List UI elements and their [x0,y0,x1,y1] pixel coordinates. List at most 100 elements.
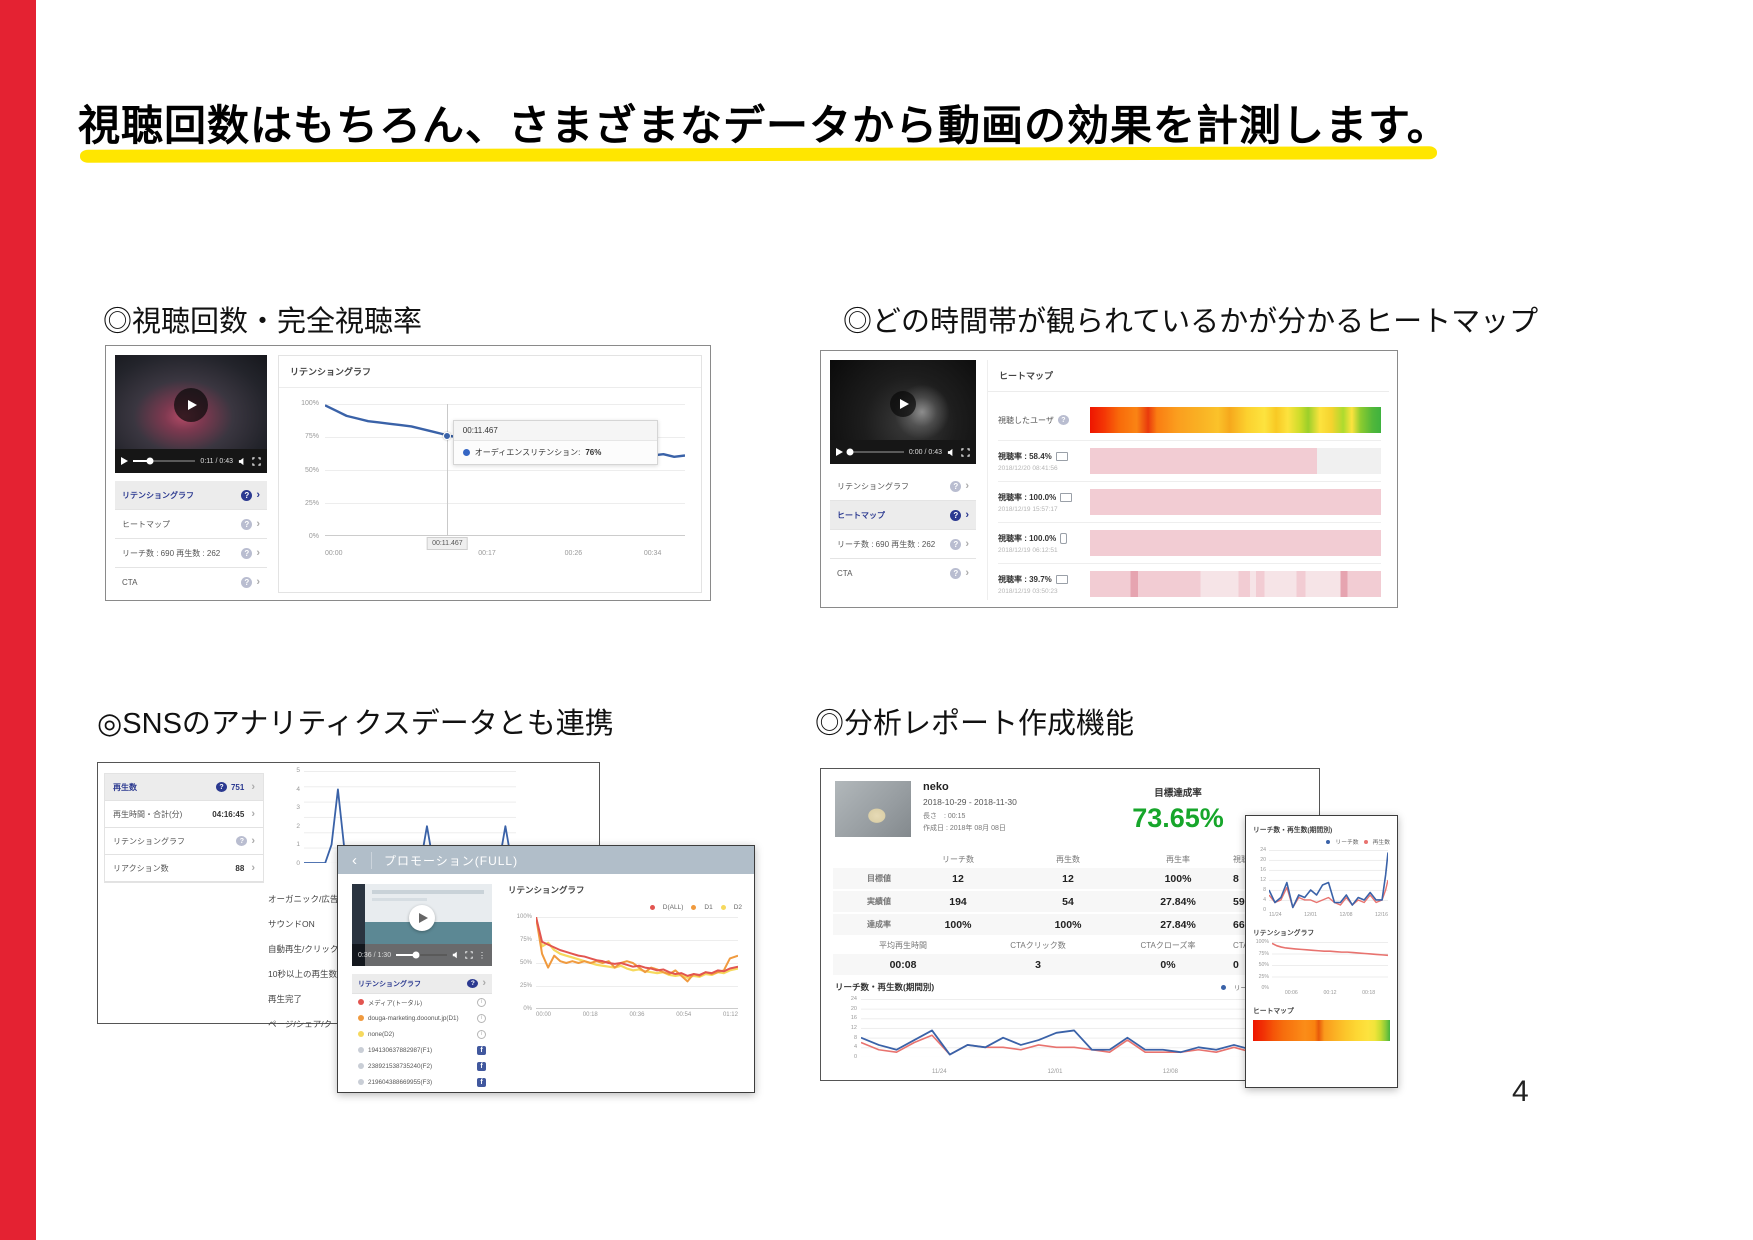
chart-legend: D(ALL) D1 D2 [508,904,742,911]
help-icon[interactable]: ? [950,509,962,521]
fullscreen-icon[interactable] [465,951,473,959]
watch-bar-segmented [1090,571,1381,597]
sidebar-item-retention-graph[interactable]: リテンショングラフ ? › [115,481,267,510]
x-axis: 00:00 00:18 00:36 00:54 01:12 [536,1012,738,1018]
viewer-heatmap-bar [1090,407,1381,433]
volume-icon[interactable] [238,457,247,466]
screenshot-retention-dashboard: 0:11 / 0:43 リテンショングラフ ? › ヒートマップ ? › リーチ… [105,345,711,601]
play-button[interactable] [890,390,916,417]
series-color-dot [358,1015,364,1021]
video-controls[interactable]: 0:11 / 0:43 [115,449,267,473]
series-item-d2[interactable]: none(D2) i [352,1026,492,1042]
col-header: 再生率 [1166,855,1190,864]
volume-icon[interactable] [452,951,460,959]
promotion-sidebar: リテンショングラフ ? › メディア(トータル) i douga-marketi… [352,974,492,1090]
series-color-dot [358,1063,364,1069]
video-controls[interactable]: 0:36 / 1:30 ⋮ [352,944,492,966]
video-player[interactable]: 0:11 / 0:43 [115,355,267,473]
help-icon[interactable]: ? [950,480,962,492]
sidebar-item-reach-plays[interactable]: リーチ数 : 690 再生数 : 262 ? › [830,530,976,559]
play-icon [187,399,197,410]
x-tick: 12/01 [1304,912,1318,918]
sidebar-item-plays[interactable]: 再生数 ? 751 › [105,774,263,801]
heatmap-row: 視聴率 : 58.4% 2018/12/20 08:41:56 [998,440,1381,481]
watch-bar [1090,530,1381,556]
seek-bar[interactable] [846,448,904,456]
play-button[interactable] [409,905,435,932]
play-icon[interactable] [121,457,128,465]
legend-dot [720,905,726,910]
sidebar-item-heatmap[interactable]: ヒートマップ ? › [830,501,976,530]
sns-metric-list: オーガニック/広告 サウンドON 自動再生/クリック 10秒以上の再生数 再生完… [268,893,338,1043]
sidebar-item-watch-time[interactable]: 再生時間・合計(分) 04:16:45 › [105,801,263,828]
fullscreen-icon[interactable] [252,456,261,466]
chart-tooltip: 00:11.467 オーディエンスリテンション: 76% [452,419,658,465]
goal-value: 73.65% [1132,803,1224,833]
series-item-media-total[interactable]: メディア(トータル) i [352,994,492,1010]
y-tick: 25% [1258,973,1269,980]
promotion-retention-chart: 100% 75% 50% 25% 0% [517,914,738,1012]
y-tick: 75% [1258,950,1269,957]
help-icon[interactable]: ? [215,782,227,792]
video-controls[interactable]: 0:00 / 0:43 [830,440,976,464]
chart-marker-dot [443,431,452,440]
series-item-f1[interactable]: 194130637882987(F1) f [352,1042,492,1058]
info-icon[interactable]: i [477,1013,486,1023]
seek-bar[interactable] [133,457,196,465]
play-button[interactable] [174,387,208,422]
sidebar-item-cta[interactable]: CTA ? › [115,568,267,597]
tooltip-value: 76% [585,447,602,457]
kebab-menu-icon[interactable]: ⋮ [478,950,486,960]
sidebar-item-reactions[interactable]: リアクション数 88 › [105,855,263,882]
retention-line [1272,942,1388,988]
x-tick: 00:12 [1323,990,1337,996]
report-back-window: neko 2018-10-29 - 2018-11-30 長さ : 00:15 … [820,768,1323,1081]
tooltip-time: 00:11.467 [453,420,657,441]
help-icon[interactable]: ? [241,518,253,530]
x-tick: 00:06 [1284,990,1298,996]
facebook-icon: f [477,1045,486,1055]
legend-dot [1326,839,1331,844]
y-tick: 50% [519,960,532,966]
y-tick: 16 [850,1015,857,1022]
sidebar-item-cta[interactable]: CTA ? › [830,559,976,588]
y-tick: 12 [850,1024,857,1031]
help-icon[interactable]: ? [1057,415,1069,425]
play-icon[interactable] [836,448,843,456]
info-icon[interactable]: i [477,1029,486,1039]
x-axis: 00:06 00:12 00:18 [1272,990,1388,996]
y-tick: 0 [853,1053,857,1060]
view-date: 2018/12/19 03:50:23 [998,587,1058,595]
help-icon[interactable]: ? [241,547,253,559]
sidebar-item-retention-graph[interactable]: リテンショングラフ ? › [352,974,492,994]
fullscreen-icon[interactable] [961,447,970,457]
help-icon[interactable]: ? [950,538,962,550]
series-item-f3[interactable]: 219604388669955(F3) f [352,1074,492,1090]
sidebar-item-retention-graph[interactable]: リテンショングラフ ? › [830,472,976,501]
desktop-icon [1060,492,1073,502]
seek-bar[interactable] [396,951,447,959]
back-chevron-icon[interactable]: ‹ [338,851,372,869]
help-icon[interactable]: ? [241,489,253,501]
help-icon[interactable]: ? [236,836,248,846]
series-item-d1[interactable]: douga-marketing.dooonut.jp(D1) i [352,1010,492,1026]
window-header: ‹ プロモーション(FULL) [338,846,754,874]
sidebar-item-retention-graph[interactable]: リテンショングラフ ? › [105,828,263,855]
series-item-f2[interactable]: 238921538735240(F2) f [352,1058,492,1074]
help-icon[interactable]: ? [467,979,479,988]
panel-title: リテンショングラフ [508,885,585,895]
created-date: 作成日 : 2018年 08月 08日 [923,825,1006,832]
volume-icon[interactable] [947,448,956,457]
info-icon[interactable]: i [477,997,486,1007]
table-row: 実績値 194 54 27.84% 59 [833,891,1323,912]
y-tick: 50% [304,466,319,474]
help-icon[interactable]: ? [950,568,962,579]
sidebar-item-reach-plays[interactable]: リーチ数 : 690 再生数 : 262 ? › [115,539,267,568]
report-table: リーチ数 再生数 再生率 視聴率 目標値 12 12 100% 8 実績値 19… [833,851,1323,977]
sidebar-item-heatmap[interactable]: ヒートマップ ? › [115,510,267,539]
y-tick: 25% [519,983,532,989]
video-player[interactable]: 0:36 / 1:30 ⋮ [352,884,492,966]
help-icon[interactable]: ? [241,577,253,588]
video-player[interactable]: 0:00 / 0:43 [830,360,976,464]
list-item: サウンドON [268,919,315,929]
